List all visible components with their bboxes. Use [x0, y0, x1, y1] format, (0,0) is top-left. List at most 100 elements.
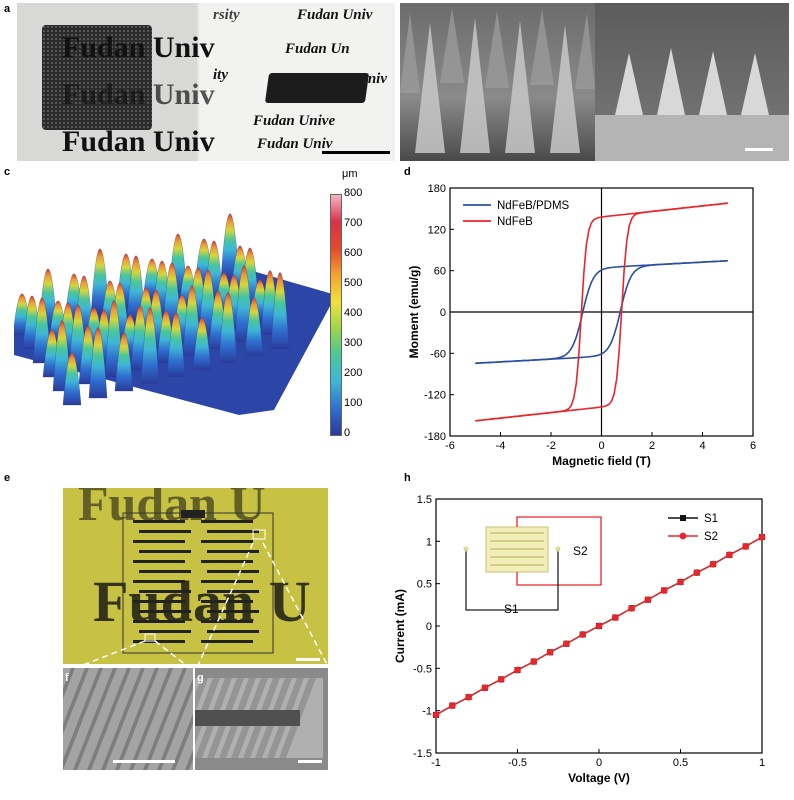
data-point-circle	[563, 640, 570, 648]
colorbar-unit: μm	[342, 168, 358, 180]
sem-f-stripe	[105, 668, 155, 770]
profile-peaks	[12, 213, 290, 406]
y-tick-label: 180	[428, 183, 446, 195]
legend-label: NdFeB	[497, 216, 533, 228]
electrode-finger	[207, 610, 259, 613]
sem-f-stripe	[63, 668, 113, 770]
inset-label-s1: S1	[504, 602, 519, 616]
sem-f-stripe	[91, 668, 141, 770]
sem-f-stripe	[147, 668, 193, 770]
y-tick-label: 0	[426, 621, 432, 633]
sem-image-f	[63, 668, 193, 770]
panel-c-profile	[12, 180, 336, 442]
x-tick-label: 0.5	[673, 757, 688, 769]
sem-f-stripe	[77, 668, 127, 770]
profile-3d-surface	[12, 213, 336, 415]
electrode-finger	[207, 590, 259, 593]
legend-label: NdFeB/PDMS	[497, 200, 570, 212]
colorbar-tick-label: 300	[344, 337, 363, 349]
electrode-finger	[207, 530, 259, 533]
data-point-circle	[677, 578, 684, 586]
sem-f-stripe	[133, 668, 183, 770]
inset-wire-s2	[516, 516, 602, 586]
x-tick-label: 4	[699, 440, 705, 452]
data-point-circle	[481, 684, 489, 692]
photo-a-text-r5: Fudan Unive	[253, 113, 336, 129]
photo-e: Fudan U Fudan U	[63, 488, 328, 664]
sem-needles-right	[595, 48, 789, 161]
electrode-finger	[201, 640, 253, 643]
data-point-circle	[628, 604, 635, 612]
data-point-circle	[644, 596, 652, 604]
profile-peak	[218, 292, 238, 364]
colorbar-tick-label: 700	[344, 217, 363, 229]
y-tick-label: -1	[422, 706, 432, 718]
panel-label-a: a	[4, 3, 11, 15]
colorbar-tick-label: 0	[344, 427, 351, 439]
colorbar: μm 800 700 600 500 400 300 200 100 0	[330, 168, 390, 443]
y-tick-label: -120	[424, 390, 446, 402]
data-point-circle	[432, 711, 440, 719]
photo-a-text-3: Fudan Univ	[62, 125, 215, 158]
electrode-finger	[133, 540, 185, 543]
electrode-finger	[139, 630, 191, 633]
sem-image-g	[195, 668, 328, 770]
profile-peak	[270, 272, 290, 350]
y-tick-label: -60	[430, 348, 446, 360]
legend-label: S2	[704, 531, 718, 543]
panel-label-g: g	[197, 672, 204, 684]
inset-terminal	[555, 546, 561, 552]
electrode-finger	[201, 540, 253, 543]
y-tick-label: 0	[440, 307, 446, 319]
electrode-finger	[139, 610, 191, 613]
legend-marker	[679, 532, 687, 540]
photo-a-text-r7: Fudan Univ	[257, 136, 333, 152]
sem-needles-left	[400, 8, 595, 153]
electrode-finger	[133, 640, 185, 643]
electrode-finger	[201, 560, 253, 563]
photo-a-text-1: Fudan Univ	[62, 31, 215, 64]
electrode-finger	[201, 620, 253, 623]
y-tick-label: -180	[424, 431, 446, 443]
y-tick-label: 120	[428, 224, 446, 236]
x-tick-label: -0.5	[508, 757, 527, 769]
colorbar-tick-label: 500	[344, 277, 363, 289]
y-axis-label: Moment (emu/g)	[407, 266, 421, 359]
y-tick-label: -1.5	[413, 748, 432, 760]
electrode-finger	[133, 580, 185, 583]
x-axis-label: Voltage (V)	[568, 771, 630, 785]
colorbar-gradient	[330, 194, 342, 436]
electrode-finger	[201, 520, 253, 523]
sem-image-b-right	[595, 3, 789, 161]
x-tick-label: -2	[546, 440, 556, 452]
data-point-circle	[465, 693, 472, 701]
electrode-finger	[139, 550, 191, 553]
data-point-circle	[497, 675, 505, 683]
panel-label-e: e	[4, 472, 11, 484]
x-axis-label: Magnetic field (T)	[552, 454, 651, 468]
photo-a: Fudan Univ Fudan Univ Fudan Univ rsity F…	[17, 3, 395, 161]
microneedle-patch-small	[264, 73, 370, 103]
legend-label: S1	[704, 513, 718, 525]
electrode-finger	[139, 530, 191, 533]
photo-e-text-top: Fudan U	[78, 488, 266, 531]
data-point-circle	[611, 614, 619, 621]
sem-f-stripe	[119, 668, 169, 770]
panel-label-f: f	[65, 672, 69, 684]
data-point-circle	[530, 658, 538, 665]
electrode-finger	[207, 570, 259, 573]
panel-label-c: c	[4, 166, 11, 178]
data-point-circle	[579, 631, 587, 638]
electrode-finger	[201, 580, 253, 583]
legend-marker	[680, 515, 686, 521]
y-tick-label: 60	[434, 266, 446, 278]
profile-peak	[88, 327, 108, 399]
x-tick-label: 2	[649, 440, 655, 452]
photo-a-text-2: Fudan Univ	[62, 78, 215, 111]
x-tick-label: -4	[496, 440, 506, 452]
data-point-circle	[660, 587, 668, 594]
panel-label-d: d	[404, 166, 411, 178]
x-tick-label: 0	[596, 757, 602, 769]
data-point-circle	[595, 622, 603, 630]
